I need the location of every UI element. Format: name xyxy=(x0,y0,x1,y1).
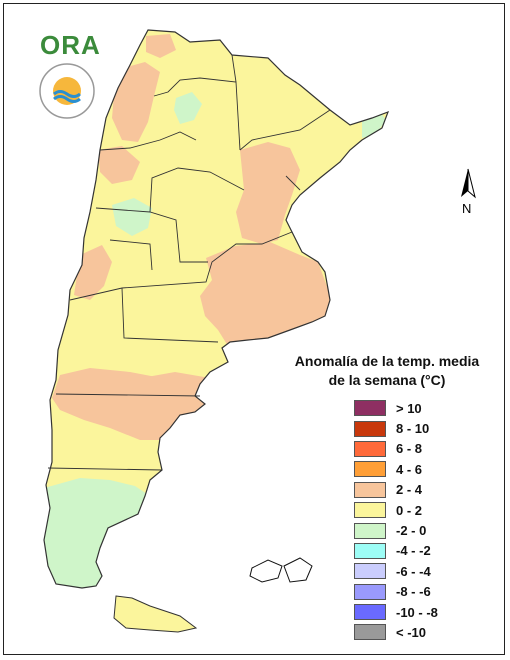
legend-items: > 10 8 - 10 6 - 8 4 - 6 2 - 4 0 - 2 -2 - 0 -4 -… xyxy=(354,398,492,643)
legend-swatch xyxy=(354,502,386,519)
north-arrow: N xyxy=(458,167,478,217)
legend-item: 2 - 4 xyxy=(354,480,492,500)
boundary-line-5 xyxy=(95,207,208,263)
legend-swatch xyxy=(354,420,386,437)
province-boundaries xyxy=(43,29,389,589)
legend-item: -8 - -6 xyxy=(354,582,492,602)
boundary-line-6 xyxy=(149,167,245,213)
legend-swatch xyxy=(354,400,386,417)
seal-emblem-icon xyxy=(39,63,95,119)
legend-swatch xyxy=(354,583,386,600)
malvinas-islands xyxy=(249,557,313,583)
legend-label: -6 - -4 xyxy=(396,563,431,579)
legend-label: < -10 xyxy=(396,624,426,640)
map-frame xyxy=(3,3,505,655)
legend-title-line-1: Anomalía de la temp. media xyxy=(294,353,480,369)
legend-item: 4 - 6 xyxy=(354,459,492,479)
north-arrow-label: N xyxy=(462,201,472,216)
legend-swatch xyxy=(354,461,386,478)
legend-label: 8 - 10 xyxy=(396,421,430,437)
boundary-line-11 xyxy=(99,131,197,151)
legend-item: 6 - 8 xyxy=(354,439,492,459)
boundary-line-9 xyxy=(239,109,331,151)
legend-label: 2 - 4 xyxy=(396,482,423,498)
legend-label: > 10 xyxy=(396,400,422,416)
legend-item: > 10 xyxy=(354,398,492,418)
anomaly-2-4-patches xyxy=(52,34,332,500)
legend-label: -2 - 0 xyxy=(396,523,427,539)
legend-label: -8 - -6 xyxy=(396,584,431,600)
legend-swatch xyxy=(354,563,386,580)
legend-item: 0 - 2 xyxy=(354,500,492,520)
boundary-line-2 xyxy=(121,287,219,343)
tierra-del-fuego xyxy=(113,595,198,633)
boundary-line-4 xyxy=(47,467,163,471)
legend-item: -4 - -2 xyxy=(354,541,492,561)
meteorology-seal-logo: INSTITUTO NACIONAL DE METEOROLOGIA ARGEN… xyxy=(38,62,96,120)
legend-label: 4 - 6 xyxy=(396,461,423,477)
legend-swatch xyxy=(354,604,386,621)
legend-item: -2 - 0 xyxy=(354,520,492,540)
north-arrow-icon xyxy=(461,168,476,199)
boundary-line-7 xyxy=(153,77,241,151)
legend-item: 8 - 10 xyxy=(354,418,492,438)
legend-swatch xyxy=(354,522,386,539)
legend-label: -10 - -8 xyxy=(396,604,438,620)
legend-swatch xyxy=(354,542,386,559)
boundary-line-12 xyxy=(109,239,153,271)
legend-item: -6 - -4 xyxy=(354,561,492,581)
boundary-line-3 xyxy=(55,393,201,397)
legend-label: -4 - -2 xyxy=(396,543,431,559)
legend-swatch xyxy=(354,624,386,641)
boundary-line-8 xyxy=(231,54,237,83)
legend-item: < -10 xyxy=(354,622,492,642)
boundary-line-10 xyxy=(285,175,301,191)
legend-title-line-2: de la semana (°C) xyxy=(328,372,446,388)
legend-swatch xyxy=(354,481,386,498)
legend-label: 6 - 8 xyxy=(396,441,423,457)
ora-logo: ORA xyxy=(34,30,102,60)
legend-item: -10 - -8 xyxy=(354,602,492,622)
legend-swatch xyxy=(354,440,386,457)
ora-logo-text: ORA xyxy=(40,30,101,60)
legend: Anomalía de la temp. media de la semana … xyxy=(282,352,492,643)
legend-label: 0 - 2 xyxy=(396,502,423,518)
